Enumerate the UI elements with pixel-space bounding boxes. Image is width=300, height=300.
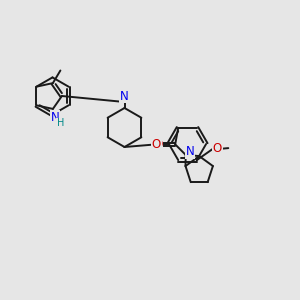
Text: N: N xyxy=(186,146,195,158)
Text: H: H xyxy=(57,118,64,128)
Text: O: O xyxy=(152,138,161,151)
Text: O: O xyxy=(153,138,162,151)
Text: N: N xyxy=(51,111,60,124)
Text: O: O xyxy=(213,142,222,154)
Text: N: N xyxy=(119,89,128,103)
